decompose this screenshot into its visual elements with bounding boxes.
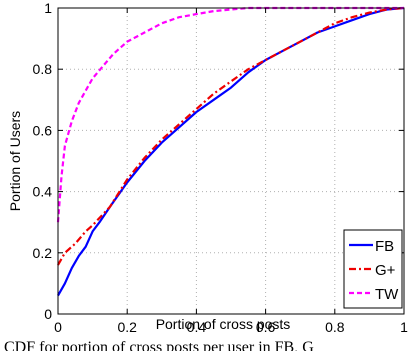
x-tick-label: 0.2 <box>117 319 137 335</box>
x-tick-label: 0 <box>54 319 62 335</box>
y-tick-label: 0.4 <box>33 184 53 200</box>
legend-label: TW <box>375 286 399 303</box>
y-tick-label: 0.2 <box>33 245 53 261</box>
legend-label: FB <box>375 238 394 255</box>
x-tick-label: 0.4 <box>187 319 207 335</box>
y-axis-label: Portion of Users <box>7 111 23 211</box>
axis-ticks: 0 0.2 0.4 0.6 0.8 1 0 0.2 0.4 0.6 0.8 1 <box>33 0 409 335</box>
series-line-fb <box>57 6 405 297</box>
y-tick-label: 0 <box>44 306 52 322</box>
legend: FB G+ TW <box>343 229 403 309</box>
y-tick-label: 1 <box>44 0 52 16</box>
plot-frame <box>57 7 405 315</box>
legend-label: G+ <box>375 262 396 279</box>
y-tick-label: 0.8 <box>33 61 53 77</box>
x-tick-label: 0.8 <box>325 319 345 335</box>
x-tick-label: 1 <box>400 319 408 335</box>
series-line-tw <box>56 6 404 223</box>
series-line-gplus <box>57 6 405 266</box>
y-tick-label: 0.6 <box>33 122 53 138</box>
figure-caption: CDF for portion of cross posts per user … <box>4 339 314 351</box>
x-axis-label: Portion of cross posts <box>156 316 291 332</box>
x-tick-label: 0.6 <box>256 319 276 335</box>
